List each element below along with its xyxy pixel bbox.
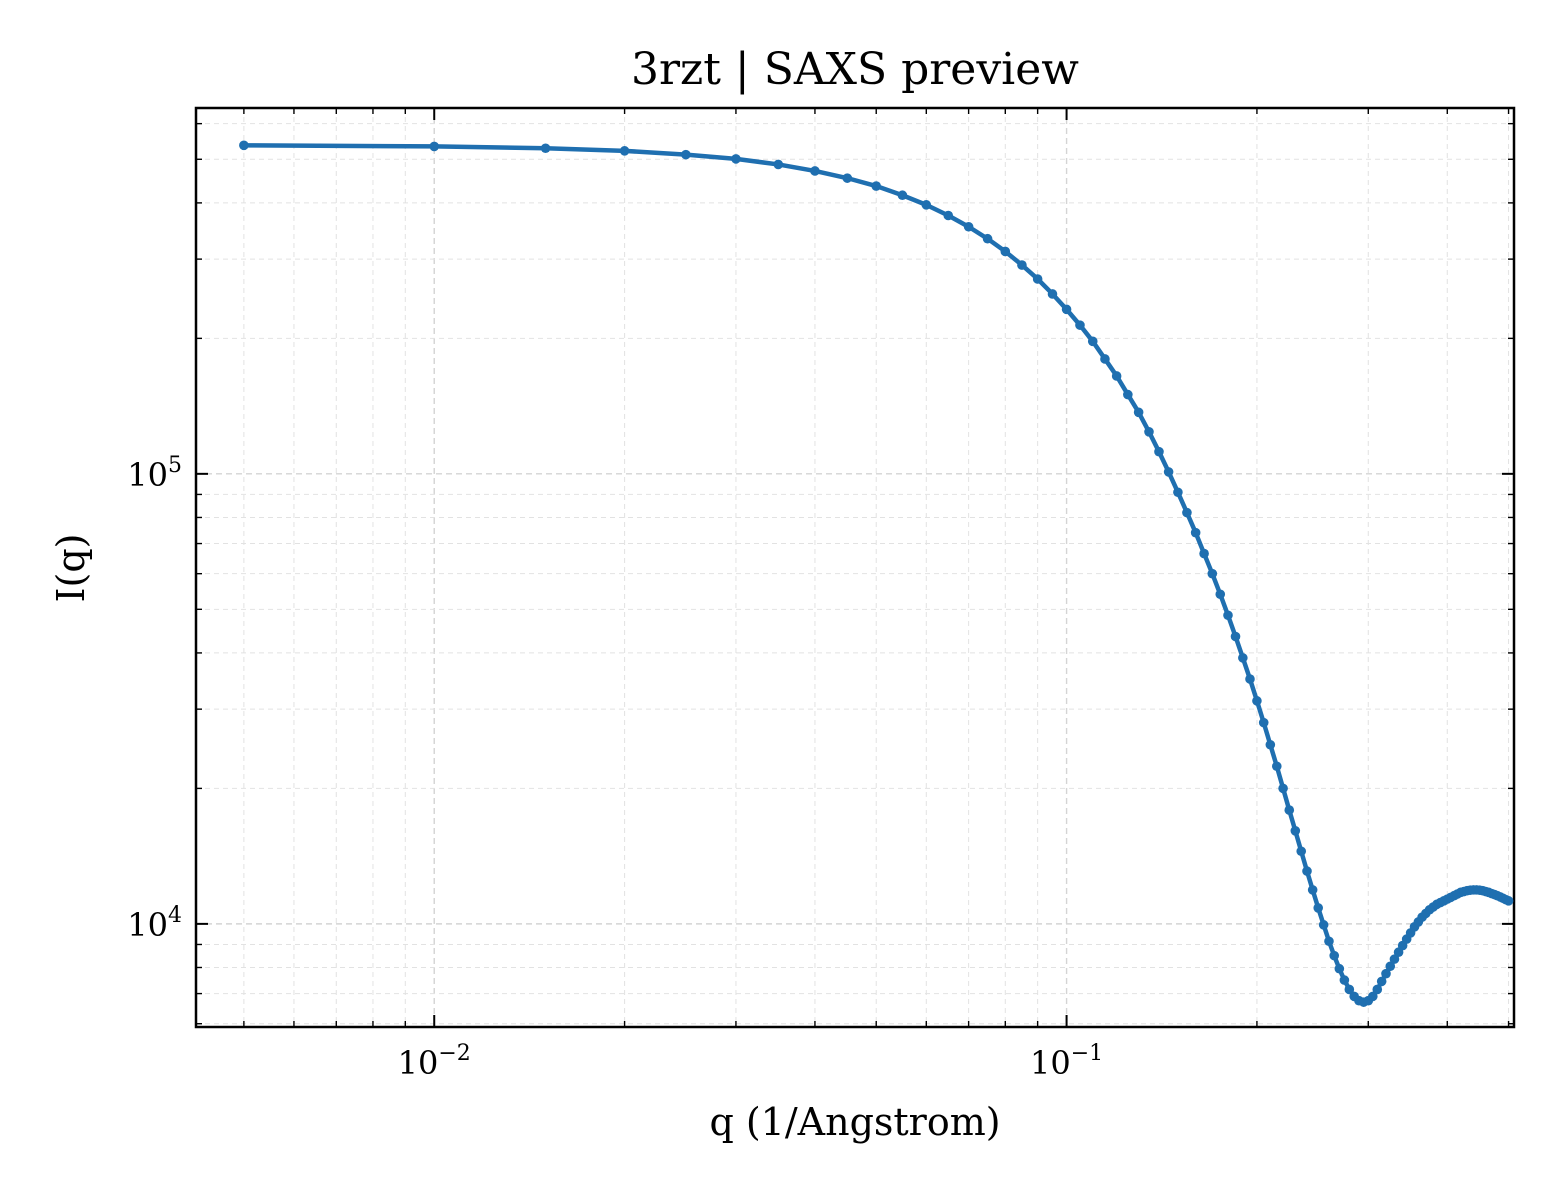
data-point <box>619 146 630 156</box>
data-point <box>1252 696 1262 706</box>
data-point <box>1223 610 1233 621</box>
data-markers <box>239 140 1514 1007</box>
data-point <box>943 210 954 221</box>
data-point <box>1061 304 1072 315</box>
tick-labels: 10−2 10−1 104 105 <box>127 453 1103 1082</box>
y-axis-label: I(q) <box>49 534 93 603</box>
y-tick-label: 105 <box>127 453 182 494</box>
data-point <box>1290 826 1301 836</box>
data-point <box>1123 389 1133 400</box>
data-point <box>1238 653 1248 663</box>
data-point <box>1503 896 1514 906</box>
data-point <box>1302 866 1312 876</box>
data-point <box>1173 487 1183 498</box>
data-point <box>810 166 820 176</box>
data-point <box>1271 761 1282 772</box>
data-point <box>1047 289 1058 299</box>
data-point <box>1385 961 1396 972</box>
data-point <box>1154 446 1164 457</box>
data-point <box>731 154 741 164</box>
data-point <box>1111 371 1122 381</box>
data-point <box>871 181 882 191</box>
y-tick-label: 104 <box>127 903 182 944</box>
data-point <box>1215 589 1226 600</box>
data-point <box>1075 320 1085 330</box>
data-point <box>1296 846 1307 857</box>
plot-frame <box>194 106 1516 1029</box>
data-point <box>1190 527 1201 538</box>
data-point <box>1032 274 1043 284</box>
data-point <box>1284 805 1295 815</box>
data-point <box>540 143 551 154</box>
data-point <box>1258 717 1269 728</box>
data-point <box>982 233 993 244</box>
grid-lines <box>196 108 1514 1027</box>
chart-title: 3rzt | SAXS preview <box>631 44 1079 95</box>
data-point <box>1339 975 1350 985</box>
data-point <box>1017 260 1027 270</box>
data-point <box>773 159 784 170</box>
data-point <box>921 200 932 210</box>
data-point <box>1329 950 1340 961</box>
data-point <box>1344 984 1355 995</box>
data-point <box>1372 984 1383 995</box>
data-point <box>1278 783 1288 794</box>
data-point <box>1100 354 1110 364</box>
data-point <box>1182 507 1192 518</box>
data-point <box>429 141 440 152</box>
data-point <box>1245 674 1255 684</box>
data-point <box>1000 246 1011 257</box>
data-point <box>1265 739 1276 750</box>
data-point <box>1087 336 1098 347</box>
data-point <box>1133 407 1144 418</box>
data-point <box>842 173 853 183</box>
data-point <box>1199 548 1209 559</box>
data-point <box>239 140 249 151</box>
data-point <box>1207 568 1218 579</box>
data-point <box>1163 467 1174 477</box>
x-axis-label: q (1/Angstrom) <box>709 1100 1000 1144</box>
data-point <box>963 221 974 232</box>
x-tick-label: 10−1 <box>1030 1041 1103 1082</box>
data-point <box>897 190 908 201</box>
data-point <box>1324 936 1334 947</box>
data-point <box>1318 920 1329 930</box>
data-point <box>1381 968 1391 979</box>
data-point <box>1368 991 1378 1002</box>
data-point <box>1144 427 1154 437</box>
data-point <box>1334 963 1345 974</box>
data-point <box>1313 903 1324 913</box>
data-point <box>1389 954 1400 964</box>
data-point <box>1307 885 1318 895</box>
data-point <box>1230 631 1241 642</box>
axis-ticks <box>196 108 1514 1027</box>
data-point <box>1376 976 1387 987</box>
data-point <box>681 149 691 160</box>
x-tick-label: 10−2 <box>398 1041 471 1082</box>
